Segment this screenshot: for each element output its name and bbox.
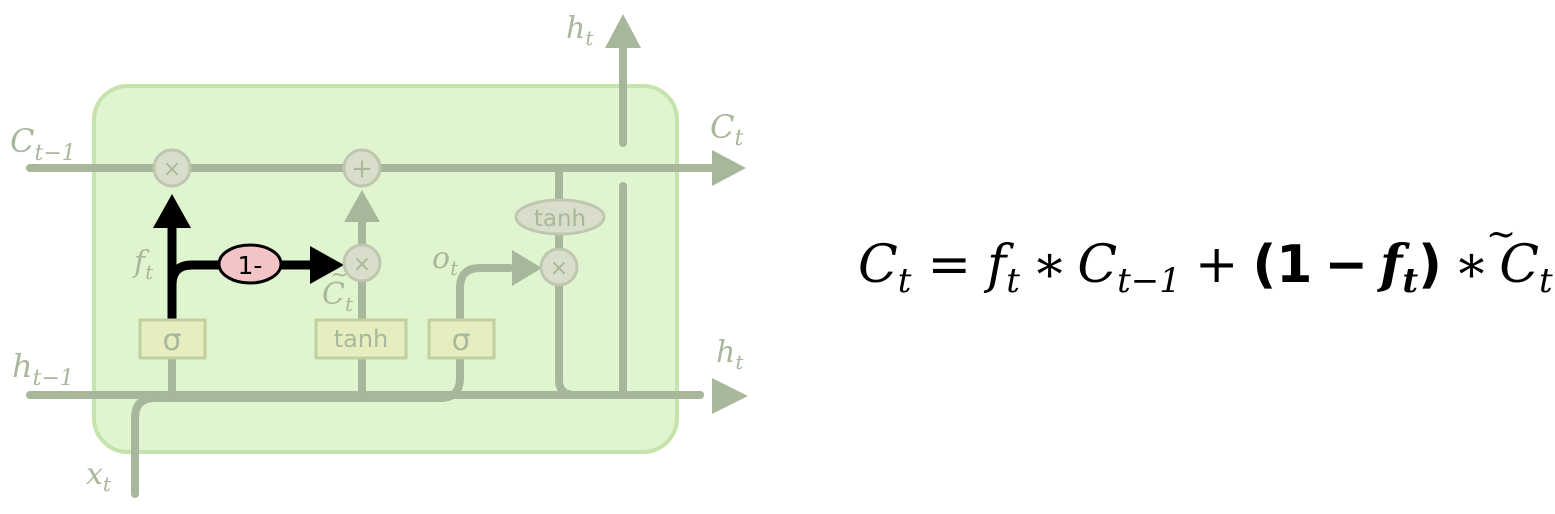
output-multiply-circle — [539, 247, 579, 287]
forget-multiply-circle — [152, 148, 192, 188]
eq-cprev-base: C — [1077, 235, 1117, 295]
one-minus-ellipse — [217, 243, 283, 285]
h-top-base: h — [566, 11, 585, 46]
h-prev-sub: t−1 — [33, 366, 74, 391]
ct-arrowhead — [712, 150, 746, 186]
h-right-sub: t — [735, 350, 744, 374]
h-prev-label: ht−1 — [12, 347, 74, 391]
c-out-base: C — [710, 108, 734, 146]
forget-multiply-op: × — [152, 148, 192, 188]
add-symbol: + — [351, 154, 373, 184]
ct-tilde-label: Ct — [322, 277, 354, 316]
highlight-path — [167, 225, 312, 322]
output-gate-arrowhead — [512, 250, 542, 286]
ct-tilde-sub: t — [345, 292, 354, 316]
eq-times-1: ∗ — [1032, 235, 1067, 295]
sigma-layer-2-box — [427, 318, 496, 360]
sigma-layer-2-label: σ — [451, 323, 470, 358]
ct-tilde-mark: ~ — [330, 263, 348, 288]
equation-text: Ct = ft ∗ Ct−1 + (1− ft) ∗ Ct — [858, 234, 1553, 301]
eq-f-sub: t — [1006, 261, 1020, 301]
one-minus-label: 1- — [238, 251, 263, 280]
one-minus-arrowhead — [310, 246, 344, 284]
eq-equals: = — [927, 235, 971, 295]
add-circle — [342, 148, 382, 188]
eq-one: 1 — [1276, 235, 1312, 295]
sigma-layer-1-box — [138, 318, 207, 360]
output-down-path — [555, 280, 704, 399]
forget-multiply-symbol: × — [163, 157, 181, 182]
output-multiply-op: × — [539, 247, 579, 287]
h-right-label: ht — [716, 335, 744, 374]
ht-right-arrowhead — [712, 378, 748, 414]
eq-minus: − — [1324, 235, 1368, 295]
c-prev-base: C — [10, 122, 34, 160]
h-prev-base: h — [12, 347, 33, 385]
input-multiply-circle — [342, 243, 382, 283]
c-out-label: Ct — [710, 108, 743, 151]
h-top-sub: t — [585, 26, 594, 50]
one-minus-op: 1- — [217, 243, 283, 285]
ht-top-arrowhead — [605, 14, 641, 48]
eq-lhs-base: C — [858, 235, 898, 295]
tanh-layer-label: tanh — [334, 325, 389, 353]
eq-open-paren: ( — [1252, 235, 1276, 295]
x-sub: t — [103, 472, 112, 496]
ot-sub: t — [450, 256, 459, 280]
ot-base: o — [432, 241, 450, 276]
lstm-cell-box — [92, 84, 679, 454]
ot-label: ot — [432, 241, 459, 280]
tanh-pointwise-ellipse — [514, 198, 606, 236]
ft-sub: t — [145, 260, 154, 284]
x-label: xt — [86, 457, 112, 496]
output-multiply-symbol: × — [550, 256, 568, 281]
eq-ctilde-sub: t — [1539, 261, 1553, 301]
tanh-layer: tanh — [314, 318, 408, 360]
h-top-label: ht — [566, 11, 594, 50]
tanh-layer-box — [314, 318, 408, 360]
eq-ctilde-base: C — [1499, 235, 1539, 295]
equation: Ct = ft ∗ Ct−1 + (1− ft) ∗ Ct ~ — [858, 214, 1553, 301]
tanh-pointwise-op: tanh — [514, 198, 606, 236]
forget-up-arrowhead — [153, 194, 191, 228]
x-input-curve — [131, 264, 514, 498]
eq-plus: + — [1195, 235, 1239, 295]
input-multiply-op: × — [342, 243, 382, 283]
eq-cprev-sub: t−1 — [1117, 261, 1181, 301]
eq-fbold-sub: t — [1402, 261, 1418, 301]
candidate-up-arrowhead — [344, 190, 380, 222]
highlight-arrowheads — [153, 194, 344, 284]
c-prev-label: Ct−1 — [10, 122, 76, 166]
sigma-layer-1-label: σ — [162, 323, 181, 358]
h-right-base: h — [716, 335, 735, 370]
add-op: + — [342, 148, 382, 188]
eq-lhs-sub: t — [898, 261, 912, 301]
eq-ctilde-mark: ~ — [1486, 214, 1516, 255]
faded-connections — [26, 44, 722, 498]
x-base: x — [86, 457, 103, 492]
input-multiply-symbol: × — [353, 252, 371, 277]
tanh-pointwise-label: tanh — [534, 206, 586, 232]
c-out-sub: t — [734, 126, 743, 151]
sigma-layer-2: σ — [427, 318, 496, 360]
eq-times-2: ∗ — [1454, 235, 1489, 295]
c-prev-sub: t−1 — [34, 141, 75, 166]
ct-tilde-base: C — [322, 277, 345, 312]
eq-close-paren: ) — [1418, 235, 1442, 295]
sigma-layer-1: σ — [138, 318, 207, 360]
faded-arrowheads — [344, 14, 748, 414]
